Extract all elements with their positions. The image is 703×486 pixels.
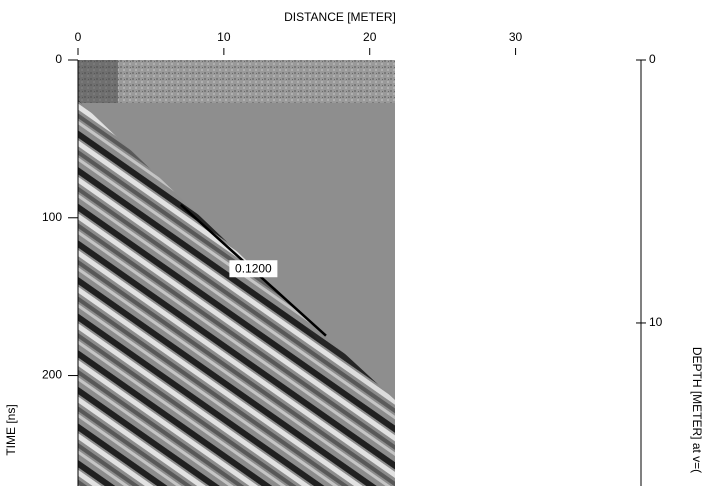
y-tick-label: 100: [42, 210, 62, 224]
annotation-box: [229, 260, 278, 278]
y2-tick-label: 0: [649, 52, 656, 66]
annotation-label: 0.1200: [235, 261, 272, 275]
x-tick-label: 0: [75, 30, 82, 44]
radargram-image: [78, 60, 395, 486]
x-tick-label: 10: [217, 30, 231, 44]
x-tick-label: 20: [363, 30, 377, 44]
y-tick-label: 200: [42, 368, 62, 382]
y-axis-label: TIME [ns]: [4, 404, 18, 455]
x-tick-label: 30: [509, 30, 523, 44]
x-axis-label: DISTANCE [METER]: [284, 10, 396, 24]
y2-axis-label: DEPTH [METER] at v=(: [690, 347, 703, 473]
y-tick-label: 0: [55, 52, 62, 66]
y2-tick-label: 10: [649, 315, 663, 329]
